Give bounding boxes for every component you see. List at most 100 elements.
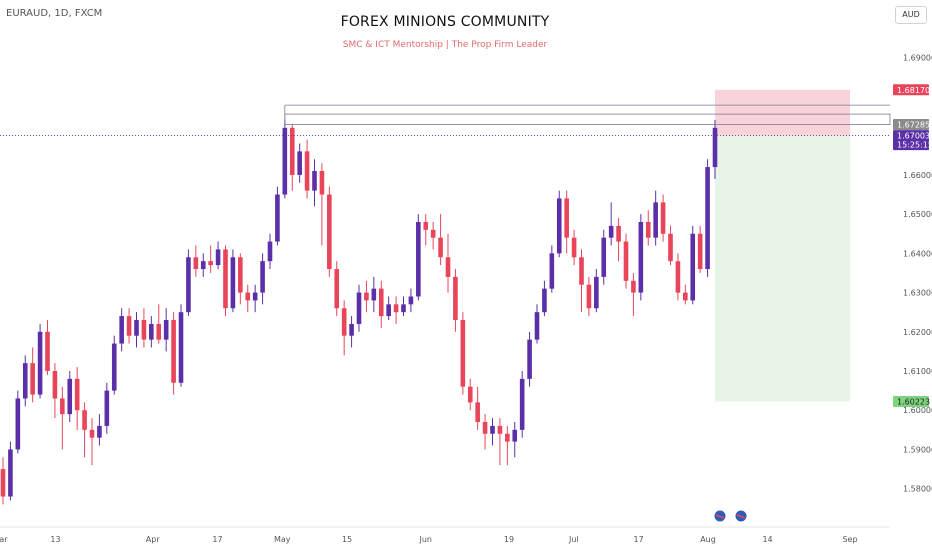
- candle: [126, 308, 132, 344]
- candle: [349, 316, 354, 348]
- candle-body: [341, 308, 347, 336]
- candle-body: [171, 320, 176, 383]
- candle-body: [497, 425, 503, 434]
- candle-body: [82, 410, 87, 430]
- candle: [82, 402, 87, 458]
- price-tick-label: 1.62000: [903, 328, 932, 337]
- price-tick-label: 1.65000: [903, 210, 932, 219]
- candle: [282, 120, 288, 199]
- candle-body: [401, 304, 406, 313]
- candle-body: [223, 249, 228, 309]
- candle: [668, 225, 673, 266]
- candle: [608, 202, 614, 246]
- candle-body: [616, 225, 621, 242]
- candle: [482, 414, 488, 450]
- candle-body: [312, 170, 317, 191]
- candle-body: [134, 320, 139, 336]
- date-axis: Mar 13 Apr 17 May 15 Jun 19 Jul 17 Aug 14 Sep: [0, 526, 890, 544]
- candle-body: [542, 288, 547, 313]
- candle: [467, 378, 473, 411]
- candle-body: [8, 449, 13, 497]
- stop-price-tag: 1.68170: [893, 84, 930, 96]
- candle-body: [490, 425, 495, 434]
- candle: [512, 421, 518, 458]
- candle-body: [564, 198, 569, 238]
- candle-body: [430, 229, 436, 238]
- candle-body: [141, 320, 147, 340]
- candle: [660, 194, 666, 242]
- current-price-tag-text: 1.67003: [897, 132, 930, 141]
- candle-body: [22, 363, 28, 399]
- candle: [334, 261, 340, 317]
- candle: [186, 249, 191, 317]
- candle-body: [267, 241, 273, 262]
- candle: [223, 245, 228, 317]
- current-price-tag-countdown: 15:25:15: [897, 141, 932, 150]
- date-tick-label: 17: [212, 535, 222, 544]
- candle-body: [586, 284, 592, 309]
- current-price-tag-box: [893, 130, 929, 151]
- candle-body: [289, 127, 295, 175]
- candle: [705, 159, 710, 277]
- candle: [378, 280, 384, 328]
- candle: [623, 233, 629, 289]
- date-tick-label: 13: [50, 535, 60, 544]
- candle: [215, 241, 221, 270]
- candle-body: [60, 398, 65, 415]
- date-tick-label: Sep: [842, 535, 857, 544]
- candle: [267, 233, 273, 270]
- date-tick-label: Jun: [418, 535, 432, 544]
- candle-body: [505, 433, 510, 442]
- candle: [393, 296, 399, 324]
- candle: [238, 253, 243, 305]
- date-tick-label: 19: [504, 535, 514, 544]
- candle: [111, 335, 117, 395]
- candle: [438, 214, 443, 266]
- candle: [134, 312, 139, 348]
- price-tick-label: 1.69000: [903, 53, 932, 62]
- candle: [371, 276, 377, 313]
- candle: [30, 347, 35, 403]
- candle-body: [512, 429, 518, 442]
- candle: [601, 229, 607, 285]
- currency-button[interactable]: AUD: [895, 6, 927, 24]
- candle-body: [111, 343, 117, 391]
- target-price-tag-box: [893, 395, 929, 407]
- candle: [141, 308, 147, 348]
- candle-body: [356, 292, 362, 324]
- candle: [356, 284, 362, 332]
- candle: [341, 300, 347, 356]
- candle: [200, 253, 206, 277]
- date-tick-label: Apr: [146, 535, 161, 544]
- candle-body: [163, 320, 169, 340]
- candle-body: [319, 170, 325, 195]
- candle-body: [378, 288, 384, 317]
- candle-body: [445, 257, 451, 277]
- candle-body: [416, 221, 421, 297]
- candle: [74, 367, 80, 430]
- flag-stripe: [736, 514, 746, 519]
- candle-body: [608, 225, 614, 238]
- zone-price-tag-box: [893, 119, 929, 131]
- candle: [556, 190, 562, 258]
- price-tick-label: 1.58000: [903, 485, 932, 494]
- candle-body: [186, 257, 191, 313]
- candle-body: [119, 316, 124, 344]
- price-tick-label: 1.64000: [903, 249, 932, 258]
- chart-title: FOREX MINIONS COMMUNITY: [340, 14, 550, 30]
- candle: [712, 120, 718, 179]
- candle: [527, 331, 532, 387]
- candle-body: [282, 127, 288, 195]
- candle-body: [423, 221, 429, 230]
- candle-body: [438, 237, 443, 258]
- stop-loss-zone: [715, 89, 850, 136]
- candle-body: [89, 429, 95, 438]
- candle-body: [623, 241, 629, 281]
- candle: [297, 143, 302, 183]
- candle: [319, 163, 325, 246]
- candle: [67, 371, 73, 422]
- candle: [386, 296, 391, 321]
- candle: [252, 284, 258, 313]
